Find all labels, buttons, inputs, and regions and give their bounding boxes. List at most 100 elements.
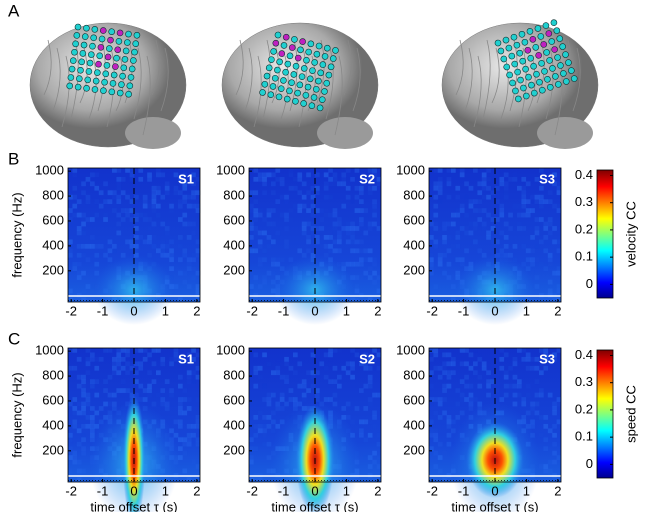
heatmap-cell [160, 172, 166, 178]
heatmap-cell [315, 239, 320, 245]
heatmap-cell [266, 392, 272, 398]
heatmap-cell [455, 185, 461, 191]
heatmap-cell [98, 243, 104, 249]
heatmap-cell [116, 365, 122, 371]
heatmap-cell [363, 406, 369, 411]
heatmap-cell [354, 275, 360, 280]
x-tick-label: -2 [426, 303, 438, 318]
heatmap-cell [446, 361, 452, 367]
heatmap-cell [147, 217, 152, 222]
heatmap-cell [178, 374, 183, 380]
electrode [546, 83, 554, 91]
heatmap-cell [543, 348, 549, 353]
electrode [288, 79, 295, 86]
heatmap-cell [429, 370, 434, 376]
colorbar-tick-label: 0.2 [575, 401, 593, 416]
heatmap-cell [120, 176, 126, 182]
y-tick-label: 400 [42, 417, 64, 432]
heatmap-cell [257, 374, 263, 380]
heatmap-cell [178, 203, 183, 209]
heatmap-cell [367, 221, 373, 227]
heatmap-cell [372, 212, 377, 218]
heatmap-cell [191, 348, 196, 353]
heatmap-cell [142, 203, 148, 209]
electrode [94, 69, 101, 76]
heatmap-cell [134, 194, 139, 200]
electrode [550, 19, 558, 26]
heatmap-cell [337, 181, 342, 187]
heatmap-cell [543, 468, 549, 474]
heatmap-cell [503, 172, 509, 178]
heatmap-cell [297, 208, 303, 213]
heatmap-cell [191, 370, 196, 376]
heatmap-cell [367, 365, 373, 371]
heatmap-cell [477, 199, 483, 205]
heatmap-cell [182, 199, 188, 205]
electrode [518, 30, 526, 38]
electrode [321, 88, 328, 95]
heatmap-cell [341, 226, 347, 231]
electrode [542, 22, 550, 29]
heatmap-cell [367, 455, 373, 460]
heatmap-cell [68, 208, 73, 213]
heatmap-cell [182, 221, 188, 227]
heatmap-cell [328, 361, 333, 366]
heatmap-cell [468, 383, 474, 389]
heatmap-cell [169, 203, 174, 209]
heatmap-cell [332, 379, 338, 385]
heatmap-cell [482, 357, 487, 362]
heatmap-cell [195, 352, 201, 358]
heatmap-cell [341, 181, 347, 187]
heatmap-cell [81, 217, 86, 222]
x-tick-label: 0 [311, 483, 318, 498]
heatmap-cell [552, 203, 557, 209]
heatmap-cell [337, 348, 342, 353]
electrode [112, 63, 119, 70]
heatmap-cell [513, 172, 518, 177]
heatmap-cell [258, 208, 263, 213]
electrode [534, 25, 542, 32]
heatmap-cell [433, 226, 439, 231]
heatmap-cell [376, 176, 382, 182]
heatmap-cell [508, 252, 513, 258]
heatmap-cell [552, 441, 557, 447]
heatmap-cell [446, 423, 452, 429]
heatmap-cell [556, 348, 562, 353]
heatmap-cell [442, 239, 447, 245]
heatmap-cell [182, 279, 188, 285]
heatmap-cell [552, 459, 557, 465]
heatmap-cell [85, 217, 91, 222]
electrode [528, 81, 535, 89]
heatmap-cell [521, 176, 527, 182]
y-tick-label: 400 [223, 237, 245, 252]
heatmap-cell [301, 383, 307, 389]
electrode [110, 71, 118, 79]
heatmap-cell [310, 383, 316, 389]
heatmap-cell [552, 270, 557, 276]
heatmap-cell [530, 208, 535, 213]
heatmap-cell [262, 352, 267, 358]
heatmap-cell [446, 176, 452, 182]
heatmap-cell [437, 374, 443, 380]
heatmap-cell [81, 374, 86, 380]
heatmap-cell [350, 261, 355, 267]
heatmap-cell [547, 356, 553, 362]
electrode [263, 72, 271, 80]
heatmap-cell [446, 441, 452, 447]
heatmap-cell [345, 370, 351, 376]
heatmap-cell [332, 172, 338, 178]
heatmap-cell [543, 423, 549, 429]
heatmap-cell [464, 195, 469, 200]
heatmap-cell [556, 284, 562, 289]
heatmap-cell [473, 370, 478, 376]
heatmap-cell [486, 212, 491, 218]
heatmap-cell [490, 190, 496, 196]
heatmap-cell [359, 361, 364, 367]
heatmap-cell [499, 248, 505, 254]
electrode [511, 60, 519, 68]
electrode [67, 74, 75, 81]
heatmap-cell [266, 172, 272, 178]
heatmap-cell [85, 348, 91, 353]
heatmap-cell [81, 288, 86, 294]
heatmap-cell [464, 226, 469, 231]
